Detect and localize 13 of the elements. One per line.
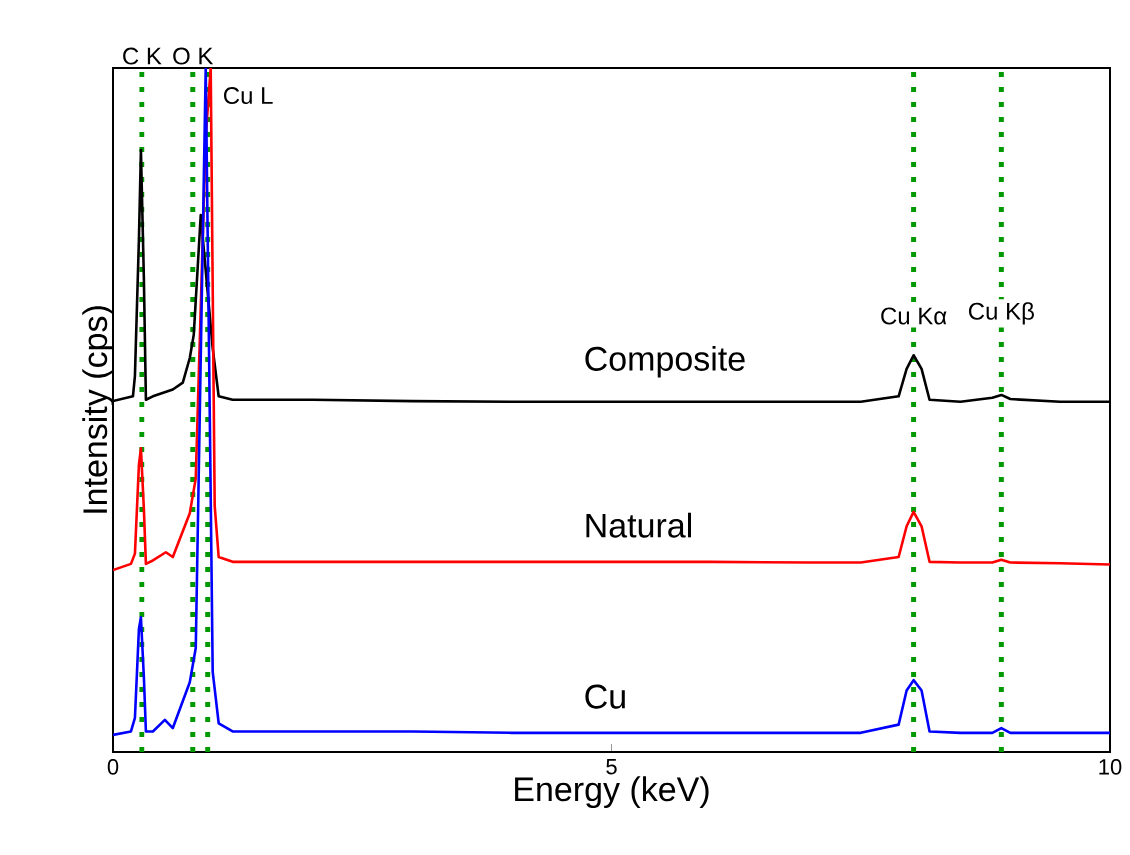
series-label: Cu [585,684,625,709]
annotation: Cu Kβ [968,302,1034,325]
x-axis-title: Energy (keV) [515,776,709,809]
annotation: C K [123,47,162,65]
x-tick-label: 0 [107,759,119,775]
series-label: Composite [585,345,745,378]
x-tick-label: 10 [1099,759,1122,775]
y-axis-title: Intensity (cps) [82,306,114,513]
ref-line-label: Cu L [224,87,273,105]
annotation: Cu Kα [881,307,947,325]
annotation: O K [173,47,214,65]
series-label: Natural [586,512,691,538]
x-tick-label: 5 [606,759,617,775]
